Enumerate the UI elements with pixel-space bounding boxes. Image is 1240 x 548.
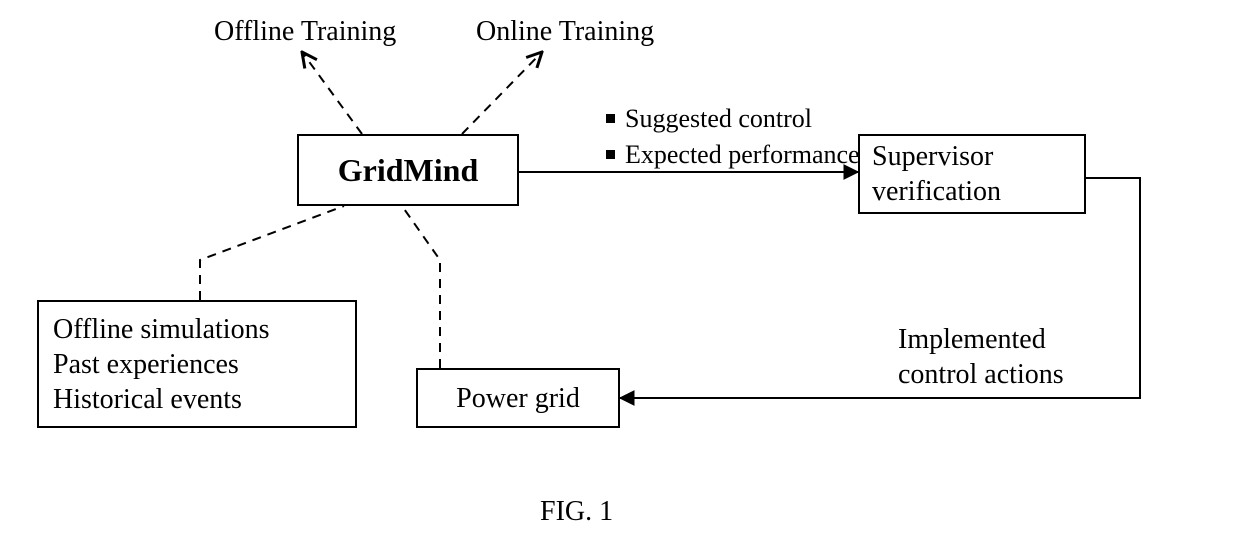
node-gridmind: GridMind <box>297 134 519 206</box>
node-powergrid-label: Power grid <box>456 381 580 416</box>
edge-offline-to-gridmind <box>200 206 344 300</box>
label-online-training: Online Training <box>476 16 654 48</box>
label-implemented: Implemented control actions <box>898 322 1064 392</box>
node-offline-line2: Past experiences <box>53 347 239 382</box>
bullet-item: Expected performance <box>606 140 860 170</box>
node-supervisor-line1: Supervisor <box>872 139 993 174</box>
bullet-list-outputs: Suggested control Expected performance <box>606 104 860 170</box>
bullet-item: Suggested control <box>606 104 860 134</box>
node-offline-line3: Historical events <box>53 382 242 417</box>
edge-gridmind-to-offline-training <box>302 52 362 134</box>
bullet-icon <box>606 150 615 159</box>
figure-caption: FIG. 1 <box>540 496 613 528</box>
bullet-text: Expected performance <box>625 140 860 170</box>
label-offline-training: Offline Training <box>214 16 396 48</box>
node-supervisor-line2: verification <box>872 174 1001 209</box>
label-implemented-line2: control actions <box>898 357 1064 392</box>
edge-gridmind-to-online-training <box>462 52 542 134</box>
edge-powergrid-to-gridmind <box>402 206 440 368</box>
diagram-edges <box>0 0 1240 548</box>
bullet-text: Suggested control <box>625 104 812 134</box>
node-powergrid: Power grid <box>416 368 620 428</box>
node-supervisor: Supervisor verification <box>858 134 1086 214</box>
node-offline-line1: Offline simulations <box>53 312 269 347</box>
node-gridmind-label: GridMind <box>338 150 478 190</box>
node-offline: Offline simulations Past experiences His… <box>37 300 357 428</box>
label-implemented-line1: Implemented <box>898 322 1064 357</box>
bullet-icon <box>606 114 615 123</box>
